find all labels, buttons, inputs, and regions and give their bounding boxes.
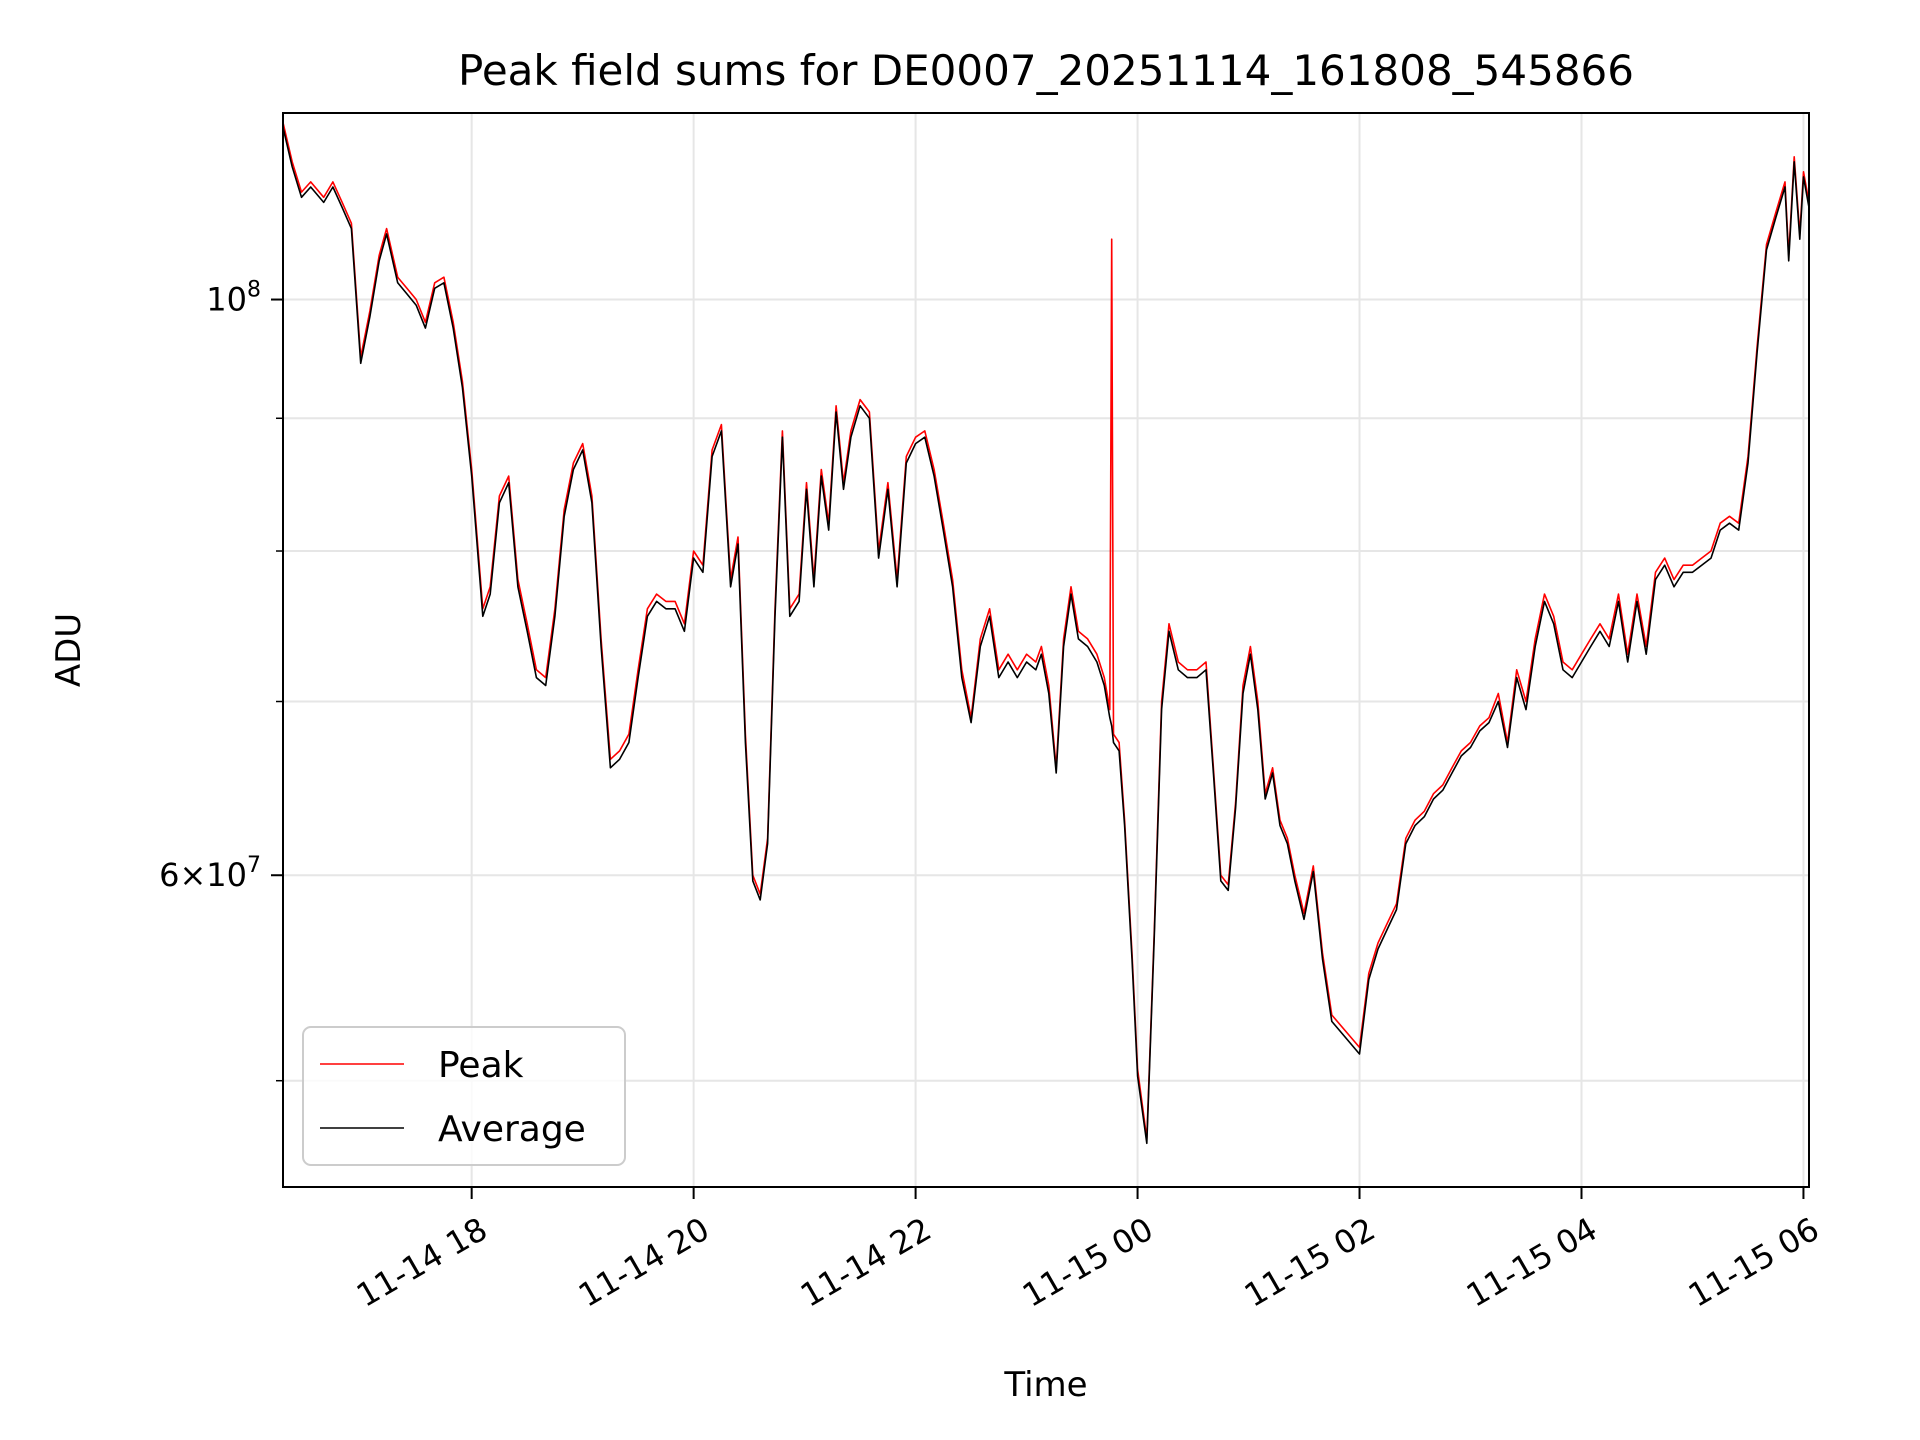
legend-label-average: Average <box>438 1109 586 1150</box>
plot-series <box>283 122 1809 1145</box>
legend-label-peak: Peak <box>438 1045 524 1086</box>
legend: Peak Average <box>302 1026 626 1166</box>
y-axis-label: ADU <box>49 613 89 687</box>
series-line-average <box>283 127 1809 1145</box>
grid-lines <box>283 113 1809 1187</box>
y-tick-label: 6×107 <box>159 853 261 894</box>
legend-box <box>302 1026 626 1166</box>
plot-frame <box>282 112 1810 1188</box>
x-axis-label: Time <box>1003 1365 1087 1405</box>
y-tick-label: 108 <box>206 278 261 319</box>
chart-title: Peak field sums for DE0007_20251114_1618… <box>458 46 1634 95</box>
